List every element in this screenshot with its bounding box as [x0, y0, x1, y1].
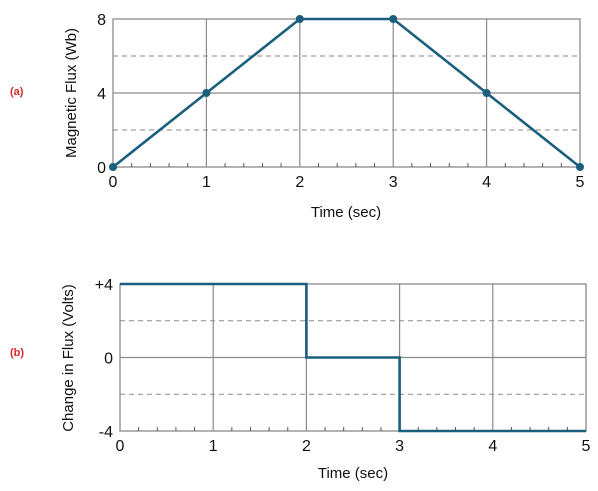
x-tick-label-a: 3 — [389, 174, 398, 191]
data-point-a — [576, 163, 584, 171]
y-tick-label-a: 8 — [97, 12, 106, 29]
data-point-a — [202, 89, 211, 97]
x-tick-label-b: 3 — [395, 438, 404, 455]
y-tick-label-b: +4 — [95, 277, 113, 294]
y-tick-label-a: 4 — [97, 86, 106, 103]
data-point-a — [389, 15, 398, 23]
x-tick-label-b: 1 — [209, 438, 218, 455]
x-axis-title-a: Time (sec) — [311, 204, 381, 221]
y-axis-title-b: Change in Flux (Volts) — [60, 284, 77, 432]
y-tick-label-b: -4 — [99, 424, 113, 441]
x-tick-label-a: 5 — [576, 174, 585, 191]
series-line-a — [112, 17, 581, 169]
series-line-b — [120, 282, 586, 433]
panel-label-b: (b) — [10, 347, 24, 359]
x-tick-label-b: 0 — [116, 438, 125, 455]
chart-panel-b: (b) Time (sec) Change in Flux (Volts) 0 1… — [10, 277, 591, 482]
y-axis-title-a: Magnetic Flux (Wb) — [63, 28, 80, 158]
x-tick-label-b: 5 — [582, 438, 591, 455]
chart-panel-a: (a) Time (sec) Magnetic Flux (Wb) 0 1 2 3 4 5… — [10, 12, 585, 221]
panel-label-a: (a) — [10, 86, 24, 98]
x-tick-label-b: 2 — [302, 438, 311, 455]
x-tick-label-a: 4 — [482, 174, 491, 191]
x-tick-label-b: 4 — [488, 438, 497, 455]
data-point-a — [109, 163, 117, 171]
data-point-a — [295, 15, 304, 23]
y-tick-label-b: 0 — [104, 351, 113, 368]
x-axis-title-b: Time (sec) — [318, 465, 388, 482]
y-tick-label-a: 0 — [97, 160, 106, 177]
data-point-a — [482, 89, 491, 97]
x-tick-label-a: 1 — [202, 174, 211, 191]
x-tick-label-a: 2 — [295, 174, 304, 191]
x-tick-label-a: 0 — [109, 174, 118, 191]
